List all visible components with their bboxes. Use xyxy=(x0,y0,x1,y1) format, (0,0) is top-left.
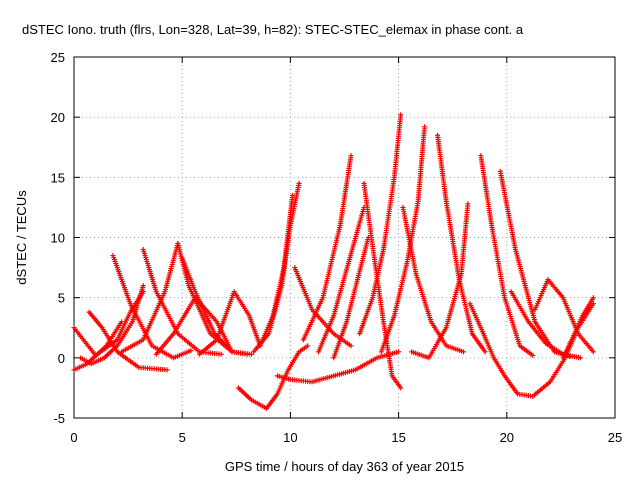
data-point xyxy=(119,319,125,325)
data-point xyxy=(482,349,488,355)
data-point xyxy=(465,201,471,207)
series-arc xyxy=(274,349,402,385)
series-arc xyxy=(560,295,596,361)
y-tick-label: 5 xyxy=(58,291,65,306)
grid xyxy=(74,57,615,418)
y-tick-label: 10 xyxy=(51,231,65,246)
data-point xyxy=(218,351,224,357)
data-point xyxy=(398,112,404,118)
series-arc xyxy=(409,201,471,361)
x-tick-label: 10 xyxy=(283,430,297,445)
data-point xyxy=(164,367,170,373)
x-tick-label: 15 xyxy=(391,430,405,445)
y-tick-label: 20 xyxy=(51,110,65,125)
x-tick-label: 25 xyxy=(608,430,622,445)
data-point xyxy=(348,343,354,349)
data-point xyxy=(398,385,404,391)
data-point xyxy=(305,343,311,349)
series-arc xyxy=(197,289,263,357)
x-tick-label: 20 xyxy=(500,430,514,445)
x-tick-label: 0 xyxy=(70,430,77,445)
series-arc xyxy=(508,289,583,361)
chart-title: dSTEC Iono. truth (flrs, Lon=328, Lat=39… xyxy=(22,22,524,37)
data-point xyxy=(577,355,583,361)
data-point xyxy=(422,124,428,130)
series-arc xyxy=(435,132,488,355)
data-point xyxy=(188,348,194,354)
series-arc xyxy=(110,253,194,361)
data-point xyxy=(140,283,146,289)
y-tick-label: -5 xyxy=(53,411,65,426)
data-point xyxy=(296,180,302,186)
axis-ticks xyxy=(73,56,616,419)
series-arc xyxy=(86,309,170,373)
series-arc xyxy=(316,204,367,355)
x-axis-label: GPS time / hours of day 363 of year 2015 xyxy=(225,459,464,474)
series-arc xyxy=(400,204,467,355)
plot-frame xyxy=(73,56,616,419)
series-arc xyxy=(71,289,146,358)
tick-labels: 0 5 10 15 20 25 -5 0 5 10 15 20 25 xyxy=(51,50,623,445)
y-tick-label: 25 xyxy=(51,50,65,65)
data-point xyxy=(244,351,250,357)
series-arc xyxy=(300,153,354,343)
data-point xyxy=(348,153,354,159)
data-point xyxy=(530,352,536,358)
data-point xyxy=(396,349,402,355)
data-point xyxy=(290,192,296,198)
y-tick-label: 15 xyxy=(51,170,65,185)
data-point xyxy=(461,349,467,355)
series-arc xyxy=(140,247,224,357)
y-axis-label: dSTEC / TECUs xyxy=(14,190,29,285)
series-arc xyxy=(378,124,428,355)
series-arc xyxy=(331,235,371,361)
data-point xyxy=(590,349,596,355)
series-arc xyxy=(153,295,235,357)
y-tick-label: 0 xyxy=(58,351,65,366)
series-arc xyxy=(257,192,296,349)
x-tick-label: 5 xyxy=(179,430,186,445)
series-arc xyxy=(77,283,146,367)
series-arc xyxy=(478,153,536,358)
data-points xyxy=(71,112,596,411)
data-point xyxy=(590,295,596,301)
data-point xyxy=(229,349,235,355)
series-arc xyxy=(361,180,404,391)
